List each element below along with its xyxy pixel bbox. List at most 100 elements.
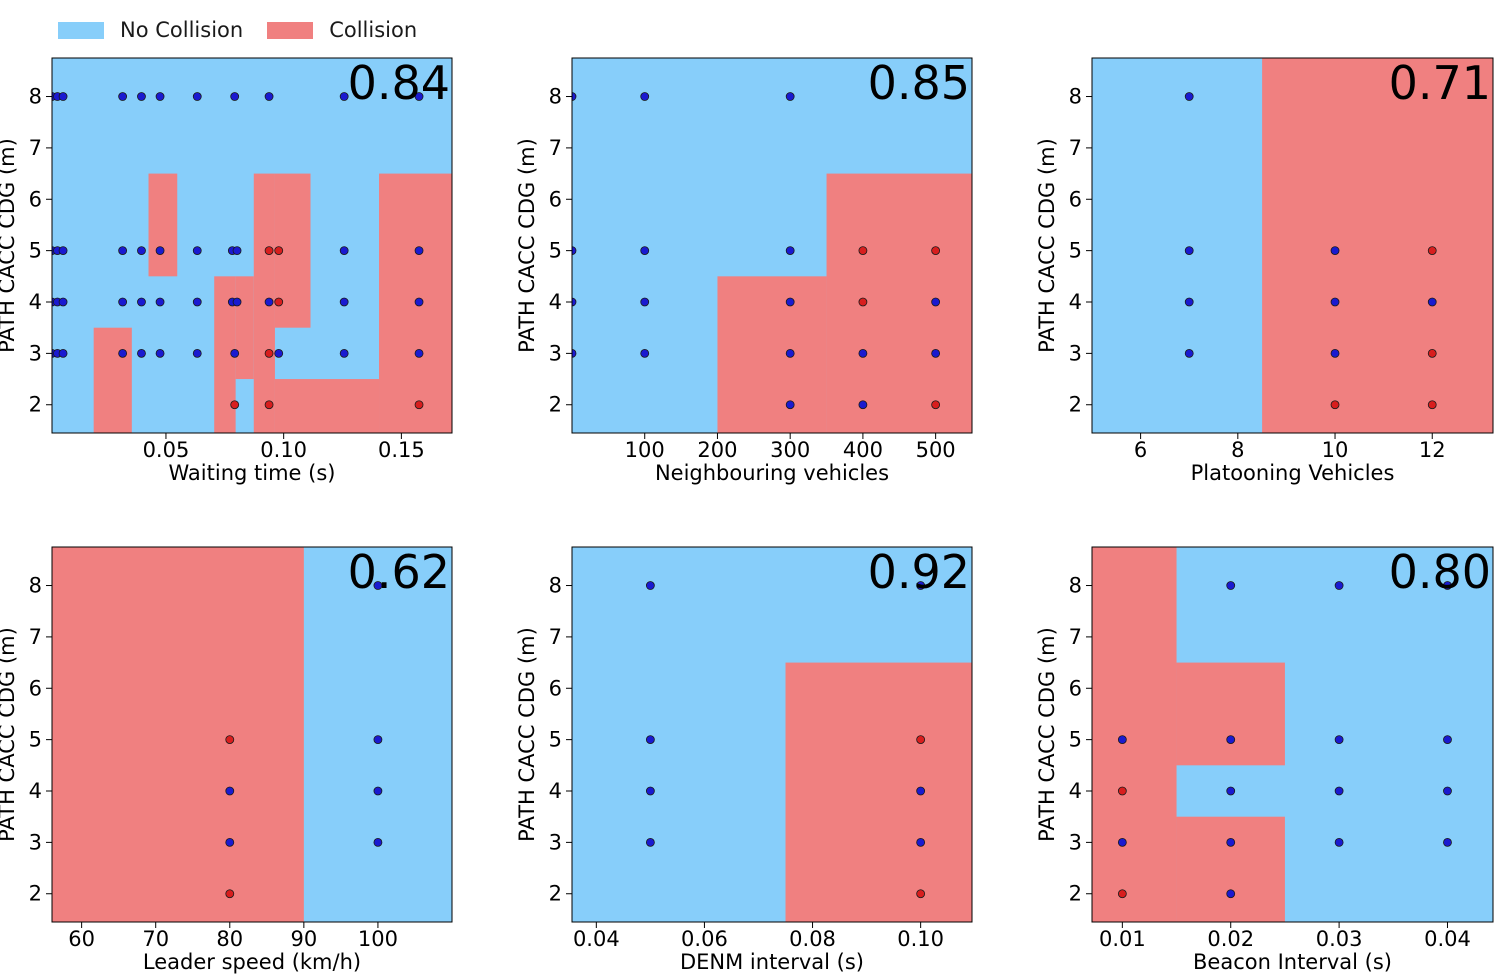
y-axis-label: PATH CACC CDG (m) [0,138,19,353]
x-tick-label: 0.10 [897,927,944,951]
point-collision [931,246,941,256]
point-collision [916,735,926,745]
y-tick-label: 4 [549,779,562,803]
y-tick-label: 5 [1069,239,1082,263]
score-label: 0.84 [348,56,450,110]
y-tick-label: 5 [549,239,562,263]
point-no-collision [118,92,128,101]
point-no-collision [572,92,577,101]
point-no-collision [339,92,349,101]
point-collision [230,400,240,410]
point-collision [274,297,284,307]
x-tick-label: 80 [216,927,243,951]
point-no-collision [785,246,795,256]
point-no-collision [264,297,274,307]
subplot-5: 0.04 0.06 0.08 0.10 2 3 4 5 6 7 8 DENM interval (s)… [515,545,973,974]
point-no-collision [232,246,242,256]
axes-frame [51,57,453,434]
y-tick-label: 3 [29,341,42,365]
x-tick-label: 0.10 [260,438,307,462]
point-no-collision [118,297,128,307]
x-tick-label: 0.06 [681,927,728,951]
point-no-collision [1330,297,1340,307]
point-no-collision [414,297,424,307]
point-no-collision [785,348,795,358]
point-no-collision [640,246,650,256]
point-collision [414,400,424,410]
point-no-collision [572,297,577,307]
subplot-1: 0.05 0.10 0.15 2 3 4 5 6 7 8 Waiting time (s) PATH … [0,56,453,485]
y-tick-label: 5 [1069,728,1082,752]
score-label: 0.62 [348,545,450,599]
point-no-collision [58,92,68,101]
x-tick-label: 100 [358,927,398,951]
point-no-collision [1443,837,1452,847]
point-no-collision [1330,348,1340,358]
x-tick-label: 70 [142,927,169,951]
y-tick-label: 7 [1069,136,1082,160]
y-axis-label: PATH CACC CDG (m) [515,138,539,353]
x-tick-label: 8 [1231,438,1244,462]
y-tick-label: 4 [549,290,562,314]
x-tick-label: 300 [770,438,810,462]
x-tick-label: 200 [697,438,737,462]
point-no-collision [858,348,868,358]
y-tick-label: 2 [1069,882,1082,906]
y-tick-label: 7 [29,625,42,649]
point-no-collision [414,92,424,101]
point-no-collision [1334,837,1344,847]
legend-item-no-collision: No Collision [58,18,243,42]
y-tick-label: 6 [549,187,562,211]
point-collision [858,246,868,256]
y-tick-label: 2 [549,882,562,906]
point-no-collision [225,837,235,847]
y-tick-label: 7 [1069,625,1082,649]
plot-area [52,547,452,922]
y-tick-label: 7 [29,136,42,160]
point-collision [264,400,274,410]
point-no-collision [118,246,128,256]
y-tick-label: 8 [1069,85,1082,109]
axes-frame [571,57,973,434]
point-collision [1330,400,1340,410]
y-tick-label: 3 [549,341,562,365]
point-no-collision [373,837,383,847]
point-collision [1117,786,1127,796]
point-collision [931,400,941,410]
y-tick-label: 7 [549,625,562,649]
legend-swatch-collision [267,21,314,39]
point-no-collision [916,837,926,847]
point-no-collision [1226,735,1236,745]
point-no-collision [118,348,128,358]
y-tick-label: 3 [1069,341,1082,365]
x-tick-label: 90 [290,927,317,951]
point-no-collision [916,581,926,590]
x-tick-label: 0.01 [1099,927,1146,951]
point-no-collision [264,92,274,101]
point-no-collision [785,92,795,101]
point-no-collision [1117,837,1127,847]
point-no-collision [1427,297,1437,307]
y-tick-label: 2 [29,882,42,906]
plot-area [572,547,972,922]
y-tick-label: 5 [29,239,42,263]
point-no-collision [232,297,242,307]
point-no-collision [916,786,926,796]
y-axis-label: PATH CACC CDG (m) [1035,627,1059,842]
region-collision [1176,816,1285,922]
point-no-collision [230,92,240,101]
point-no-collision [58,297,68,307]
point-no-collision [225,786,235,796]
x-axis-label: Beacon Interval (s) [1193,950,1392,974]
y-tick-label: 8 [29,574,42,598]
axes-frame [1091,57,1494,434]
point-no-collision [785,400,795,410]
point-no-collision [1334,581,1344,590]
point-no-collision [155,348,165,358]
x-tick-label: 500 [916,438,956,462]
point-no-collision [1334,786,1344,796]
x-tick-label: 0.03 [1316,927,1363,951]
point-no-collision [645,837,655,847]
legend: No Collision Collision [58,16,441,44]
